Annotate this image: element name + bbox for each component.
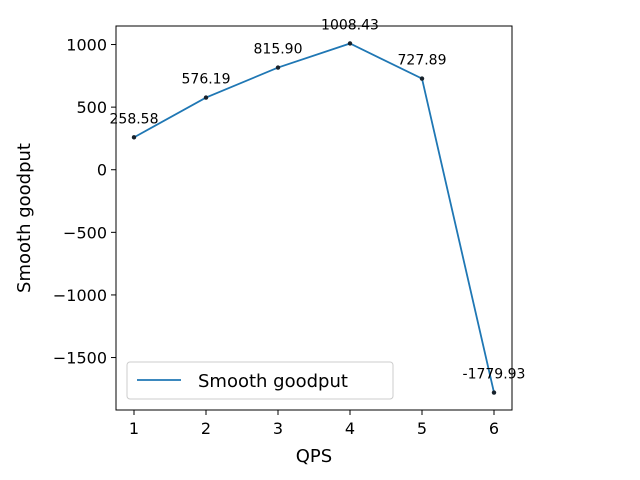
- x-tick-label: 5: [417, 419, 427, 438]
- data-point: [131, 135, 137, 140]
- legend: Smooth goodput: [126, 361, 394, 400]
- data-point: [491, 390, 497, 395]
- x-axis-ticks: 1 2 3 4 5 6: [129, 410, 499, 438]
- x-tick-label: 1: [129, 419, 139, 438]
- legend-box: [126, 361, 394, 400]
- data-label: -1779.93: [463, 367, 526, 383]
- x-tick-label: 6: [489, 419, 499, 438]
- y-tick-label: 0: [97, 161, 107, 180]
- y-axis-label: Smooth goodput: [14, 143, 35, 293]
- x-axis-label: QPS: [296, 446, 332, 467]
- x-tick-label: 4: [345, 419, 355, 438]
- legend-label: Smooth goodput: [198, 371, 348, 392]
- data-point: [203, 95, 209, 100]
- y-tick-label: −1500: [53, 349, 107, 368]
- data-label: 727.89: [398, 53, 447, 69]
- data-labels: 258.58 576.19 815.90 1008.43 727.89 -1779.93: [110, 17, 526, 382]
- data-label: 1008.43: [321, 17, 379, 33]
- data-label: 258.58: [110, 111, 159, 127]
- data-point: [275, 65, 281, 70]
- y-tick-label: 1000: [66, 36, 107, 55]
- x-tick-label: 2: [201, 419, 211, 438]
- series-line: [133, 42, 495, 393]
- data-label: 815.90: [254, 42, 303, 58]
- y-tick-label: 500: [76, 98, 107, 117]
- y-tick-label: −1000: [53, 286, 107, 305]
- data-point: [347, 41, 353, 46]
- y-tick-label: −500: [63, 223, 107, 242]
- data-points: [131, 41, 497, 395]
- y-axis-ticks: 1000 500 0 −500 −1000 −1500: [53, 36, 116, 368]
- data-point: [419, 76, 425, 81]
- plot-frame: [115, 25, 513, 411]
- x-tick-label: 3: [273, 419, 283, 438]
- data-label: 576.19: [182, 72, 231, 88]
